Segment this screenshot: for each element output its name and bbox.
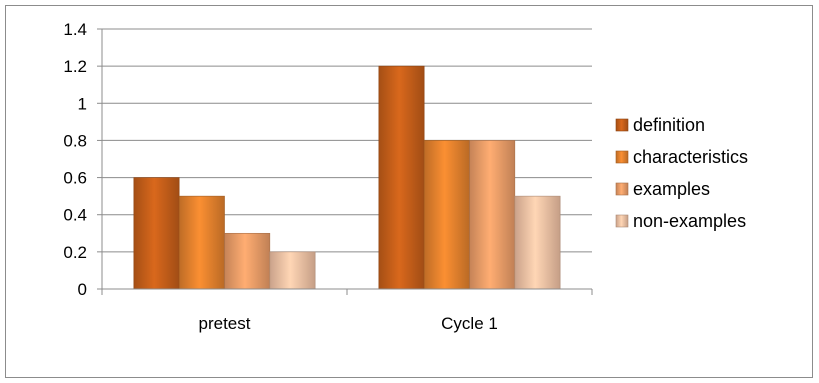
legend-label-characteristics: characteristics: [633, 147, 748, 167]
y-tick-label: 0.8: [63, 131, 87, 150]
y-tick-label: 0.6: [63, 169, 87, 188]
bar-examples-cycle-1: [469, 140, 516, 290]
legend-swatch-definition: [615, 118, 629, 132]
chart-frame: 0 0.2 0.4 0.6 0.8 1 1.2 1.4 pretest Cycle 1 defin…: [5, 5, 813, 378]
legend-swatch-characteristics: [615, 150, 629, 164]
legend-label-examples: examples: [633, 179, 710, 199]
bar-chart: 0 0.2 0.4 0.6 0.8 1 1.2 1.4 pretest Cycle 1 defin…: [63, 20, 748, 333]
y-tick-label: 1: [78, 94, 87, 113]
legend: definition characteristics examples non-exa…: [615, 115, 748, 231]
bar-non-examples-cycle-1: [514, 195, 561, 290]
legend-swatch-non-examples: [615, 214, 629, 228]
y-tick-label: 0.4: [63, 206, 87, 225]
bar-definition-cycle-1: [378, 65, 425, 290]
bar-definition-pretest: [133, 177, 180, 290]
legend-label-definition: definition: [633, 115, 705, 135]
y-tick-label: 1.4: [63, 20, 87, 39]
bar-characteristics-cycle-1: [423, 140, 470, 290]
y-tick-label: 1.2: [63, 57, 87, 76]
bar-examples-pretest: [224, 232, 271, 290]
legend-label-non-examples: non-examples: [633, 211, 746, 231]
axes: [97, 28, 593, 295]
legend-swatch-examples: [615, 182, 629, 196]
y-tick-label: 0.2: [63, 243, 87, 262]
bar-characteristics-pretest: [178, 195, 225, 290]
tick-labels: 0 0.2 0.4 0.6 0.8 1 1.2 1.4 pretest Cycle 1: [63, 20, 497, 333]
y-tick-label: 0: [78, 280, 87, 299]
x-tick-label: Cycle 1: [441, 314, 498, 333]
bars: [133, 65, 561, 290]
bar-non-examples-pretest: [269, 251, 316, 290]
x-tick-label: pretest: [199, 314, 251, 333]
